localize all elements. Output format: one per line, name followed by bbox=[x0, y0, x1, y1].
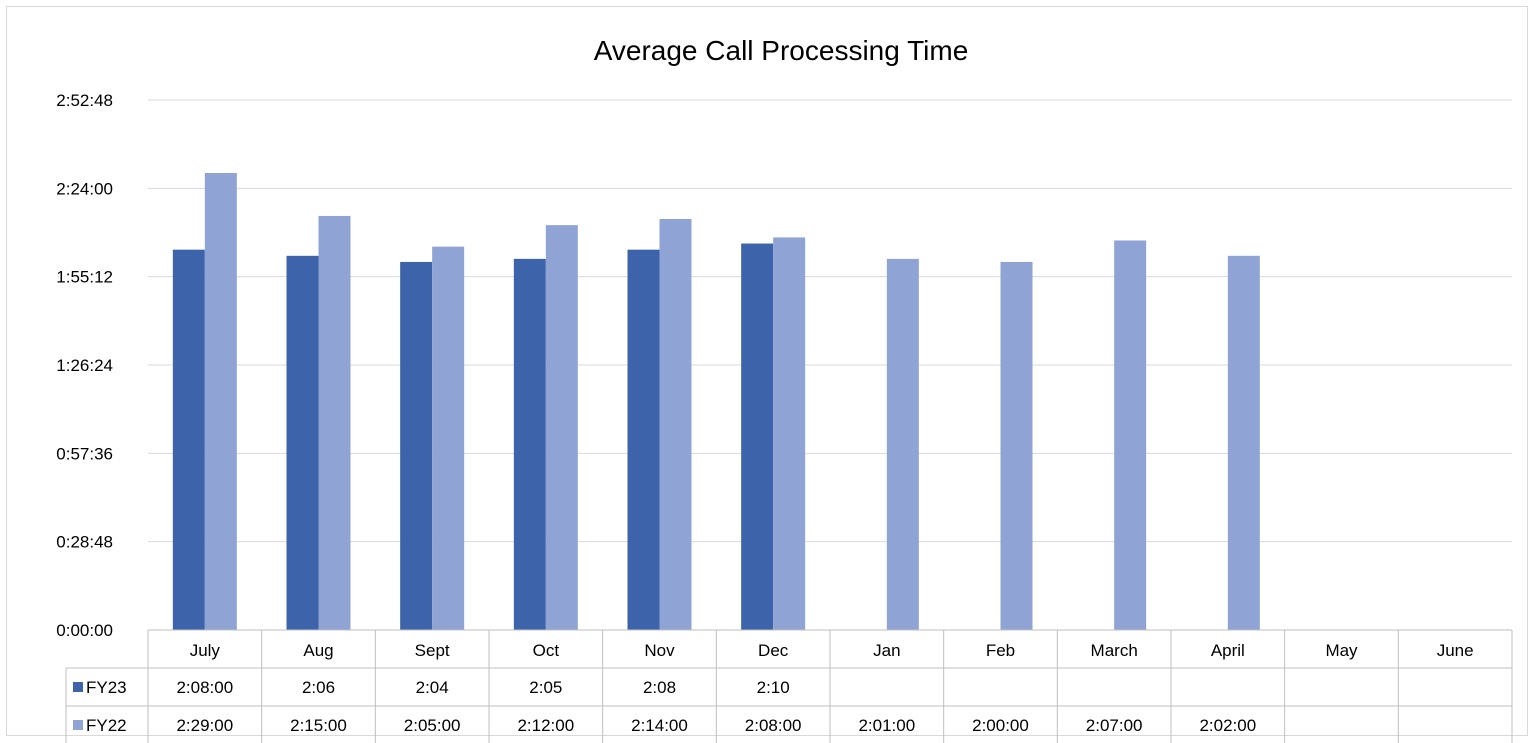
x-tick-label: Dec bbox=[758, 641, 789, 660]
data-label: 2:07:00 bbox=[1086, 716, 1143, 735]
data-label: 2:02:00 bbox=[1199, 716, 1256, 735]
data-label: 2:00:00 bbox=[972, 716, 1029, 735]
data-label: 2:01:00 bbox=[858, 716, 915, 735]
bar-fy22-feb bbox=[1000, 261, 1033, 630]
data-label: 2:05:00 bbox=[404, 716, 461, 735]
data-label: 2:12:00 bbox=[517, 716, 574, 735]
y-tick-label: 0:28:48 bbox=[56, 533, 113, 552]
x-tick-label: Feb bbox=[986, 641, 1015, 660]
y-tick-label: 1:26:24 bbox=[56, 356, 113, 375]
data-label: 2:08:00 bbox=[745, 716, 802, 735]
bar-fy22-sept bbox=[432, 246, 465, 630]
data-label: 2:10 bbox=[757, 678, 790, 697]
gridlines bbox=[148, 99, 1512, 543]
bar-fy22-july bbox=[204, 173, 237, 630]
y-tick-label: 0:57:36 bbox=[56, 444, 113, 463]
x-tick-label: Oct bbox=[533, 641, 560, 660]
data-label: 2:05 bbox=[529, 678, 562, 697]
bar-fy22-nov bbox=[659, 219, 692, 631]
data-table: July Aug Sept Oct Nov Dec Jan Feb March April May J… bbox=[65, 629, 1513, 743]
bar-fy22-dec bbox=[773, 237, 806, 630]
x-tick-label: July bbox=[190, 641, 221, 660]
x-tick-label: June bbox=[1437, 641, 1474, 660]
bar-fy23-nov bbox=[627, 249, 660, 630]
data-label: 2:15:00 bbox=[290, 716, 347, 735]
data-label: 2:06 bbox=[302, 678, 335, 697]
y-axis-ticks: 0:00:00 0:28:48 0:57:36 1:26:24 1:55:12 2:24:… bbox=[56, 91, 113, 640]
bar-fy22-oct bbox=[545, 225, 578, 630]
legend-swatch bbox=[73, 682, 83, 692]
data-label: 2:08:00 bbox=[176, 678, 233, 697]
bar-fy22-jan bbox=[886, 258, 919, 630]
data-label: 2:04 bbox=[416, 678, 449, 697]
data-label: 2:29:00 bbox=[176, 716, 233, 735]
bar-fy22-aug bbox=[318, 215, 351, 630]
bar-fy22-april bbox=[1227, 255, 1260, 630]
bar-fy23-sept bbox=[400, 261, 433, 630]
y-tick-label: 2:52:48 bbox=[56, 91, 113, 110]
bar-fy23-dec bbox=[741, 243, 774, 630]
y-tick-label: 2:24:00 bbox=[56, 179, 113, 198]
bar-fy23-oct bbox=[513, 258, 546, 630]
x-tick-label: Jan bbox=[873, 641, 900, 660]
x-tick-label: Nov bbox=[644, 641, 675, 660]
x-tick-label: May bbox=[1325, 641, 1358, 660]
x-tick-label: Sept bbox=[415, 641, 450, 660]
legend-swatch bbox=[73, 720, 83, 730]
y-tick-label: 0:00:00 bbox=[56, 621, 113, 640]
legend-label: FY22 bbox=[86, 716, 127, 735]
x-tick-label: April bbox=[1211, 641, 1245, 660]
data-label: 2:08 bbox=[643, 678, 676, 697]
bars bbox=[172, 173, 1260, 631]
x-tick-label: Aug bbox=[303, 641, 333, 660]
chart-title: Average Call Processing Time bbox=[594, 35, 969, 66]
y-tick-label: 1:55:12 bbox=[56, 268, 113, 287]
legend-label: FY23 bbox=[86, 678, 127, 697]
x-tick-label: March bbox=[1091, 641, 1138, 660]
bar-fy23-aug bbox=[286, 255, 319, 630]
bar-fy22-march bbox=[1114, 240, 1147, 631]
bar-fy23-july bbox=[172, 249, 205, 630]
data-label: 2:14:00 bbox=[631, 716, 688, 735]
